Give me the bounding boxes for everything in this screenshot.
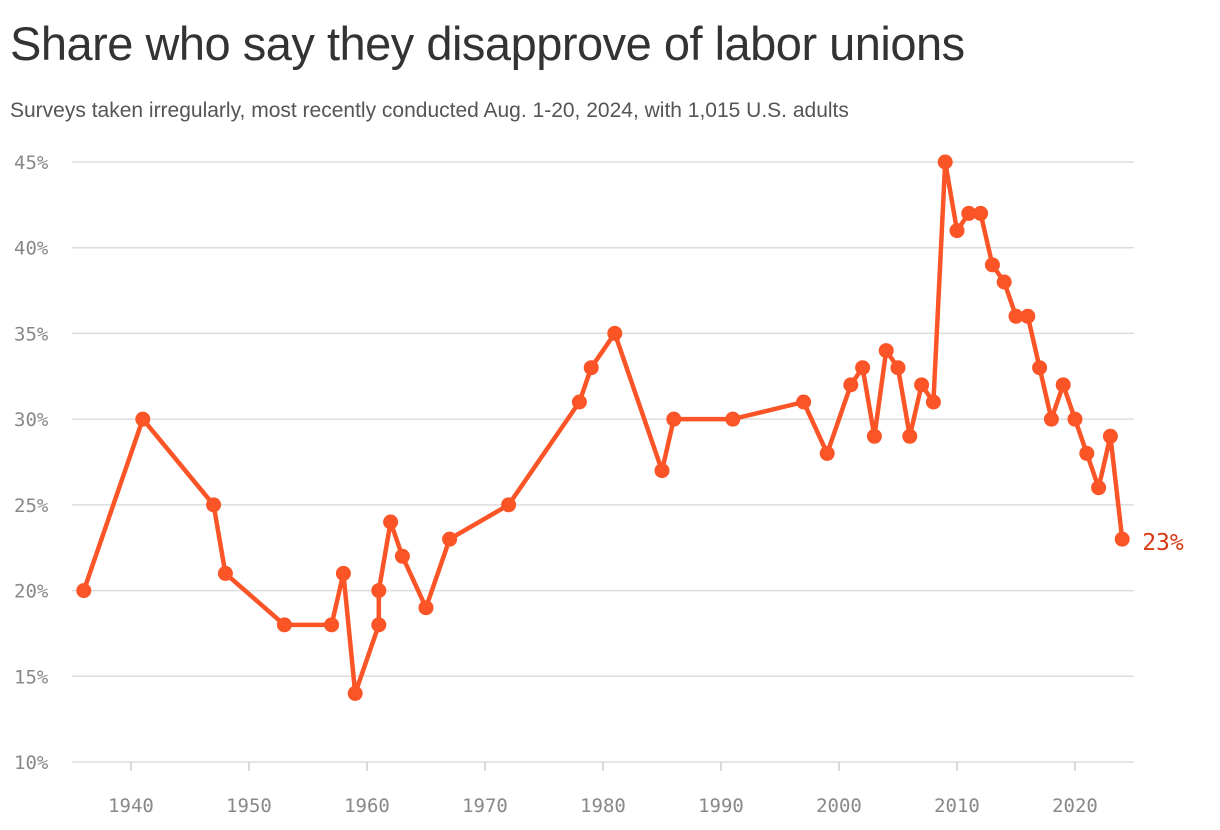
data-point — [418, 600, 434, 616]
data-point — [1008, 308, 1024, 324]
data-point — [1020, 308, 1036, 324]
data-point — [949, 223, 965, 239]
data-point — [347, 685, 363, 701]
data-point — [866, 428, 882, 444]
data-point — [371, 617, 387, 633]
series-layer — [76, 154, 1130, 701]
data-point — [76, 583, 92, 599]
data-point — [878, 343, 894, 359]
data-point — [961, 205, 977, 221]
data-point — [1102, 428, 1118, 444]
series-line — [81, 159, 1125, 696]
y-tick-label: 30% — [14, 409, 49, 431]
data-point — [890, 360, 906, 376]
data-point — [276, 617, 292, 633]
data-point — [973, 205, 989, 221]
data-point — [1114, 531, 1130, 547]
x-tick-label: 1970 — [462, 795, 508, 817]
data-point — [335, 565, 351, 581]
y-tick-label: 25% — [14, 495, 49, 517]
data-point — [1043, 411, 1059, 427]
data-point — [583, 360, 599, 376]
data-point — [654, 463, 670, 479]
data-point — [607, 325, 623, 341]
x-axis: 1940 1950 1960 1970 1980 1990 2000 2010 2020 — [108, 762, 1098, 817]
data-point — [843, 377, 859, 393]
data-point — [996, 274, 1012, 290]
x-tick-label: 1940 — [108, 795, 154, 817]
data-point — [135, 411, 151, 427]
data-point — [1091, 480, 1107, 496]
data-point — [984, 257, 1000, 273]
data-point — [725, 411, 741, 427]
data-point — [501, 497, 517, 513]
data-point — [217, 565, 233, 581]
data-point — [571, 394, 587, 410]
data-point — [324, 617, 340, 633]
data-point — [819, 445, 835, 461]
data-point — [1067, 411, 1083, 427]
data-point — [937, 154, 953, 170]
chart-subtitle: Surveys taken irregularly, most recently… — [10, 99, 849, 122]
y-tick-label: 45% — [14, 152, 49, 174]
data-point — [796, 394, 812, 410]
y-axis: 10% 15% 20% 25% 30% 35% 40% 45% — [14, 152, 49, 774]
x-tick-label: 2000 — [816, 795, 862, 817]
x-tick-label: 1960 — [344, 795, 390, 817]
end-value-label: 23% — [1142, 530, 1184, 556]
data-point — [902, 428, 918, 444]
chart-title: Share who say they disapprove of labor u… — [10, 17, 965, 70]
data-point — [855, 360, 871, 376]
x-tick-label: 2020 — [1052, 795, 1098, 817]
label-layer: 23% — [1142, 530, 1184, 556]
data-point — [914, 377, 930, 393]
y-tick-label: 15% — [14, 666, 49, 688]
grid-layer — [72, 161, 1134, 763]
data-point — [206, 497, 222, 513]
x-tick-label: 2010 — [934, 795, 980, 817]
y-tick-label: 40% — [14, 238, 49, 260]
x-tick-label: 1950 — [226, 795, 272, 817]
data-point — [442, 531, 458, 547]
y-tick-label: 20% — [14, 581, 49, 603]
data-point — [383, 514, 399, 530]
y-tick-label: 10% — [14, 752, 49, 774]
data-point — [1079, 445, 1095, 461]
data-point — [1055, 377, 1071, 393]
data-point — [666, 411, 682, 427]
y-tick-label: 35% — [14, 323, 49, 345]
data-point — [925, 394, 941, 410]
data-point — [394, 548, 410, 564]
x-tick-label: 1990 — [698, 795, 744, 817]
x-tick-label: 1980 — [580, 795, 626, 817]
data-point — [1032, 360, 1048, 376]
data-point — [371, 583, 387, 599]
